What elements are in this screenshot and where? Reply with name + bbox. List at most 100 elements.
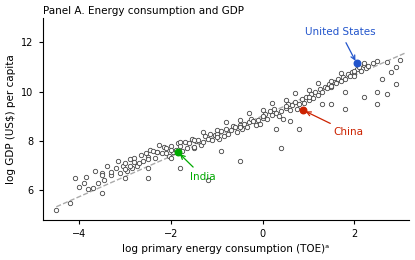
Point — [117, 171, 124, 175]
Point — [335, 77, 342, 81]
Point — [126, 164, 133, 168]
Point — [287, 119, 293, 123]
Point — [71, 176, 78, 180]
Point — [53, 208, 60, 212]
Point — [321, 85, 328, 89]
Point — [246, 110, 252, 115]
Point — [330, 80, 337, 84]
Point — [248, 117, 254, 121]
Point — [328, 79, 335, 83]
Point — [360, 61, 367, 66]
Point — [342, 107, 349, 111]
Point — [232, 125, 239, 129]
Point — [204, 178, 211, 183]
Point — [124, 168, 131, 173]
Point — [92, 168, 99, 173]
Point — [246, 120, 252, 125]
Point — [177, 166, 183, 170]
Point — [161, 145, 167, 149]
Point — [131, 160, 137, 164]
Point — [133, 164, 140, 168]
Point — [319, 102, 326, 106]
Point — [168, 156, 174, 160]
Point — [168, 144, 174, 148]
Text: United States: United States — [305, 28, 376, 60]
Point — [383, 60, 390, 64]
Point — [287, 108, 293, 112]
Point — [207, 132, 213, 136]
Point — [261, 112, 268, 116]
Point — [356, 65, 362, 69]
Point — [170, 150, 176, 154]
Point — [90, 186, 96, 190]
Point — [282, 98, 289, 102]
Text: China: China — [307, 112, 364, 138]
Point — [81, 181, 87, 185]
Point — [278, 146, 284, 151]
Point — [151, 156, 158, 160]
Point — [300, 101, 307, 105]
Point — [259, 114, 266, 118]
Point — [147, 147, 154, 152]
Point — [172, 147, 179, 152]
Point — [392, 65, 399, 69]
Point — [218, 149, 225, 153]
Point — [266, 109, 273, 113]
Point — [278, 109, 284, 113]
Point — [305, 88, 312, 93]
Point — [305, 95, 312, 99]
Point — [213, 132, 220, 136]
Point — [255, 118, 261, 122]
Point — [276, 114, 282, 118]
Point — [190, 145, 197, 149]
Point — [259, 108, 266, 112]
Point — [112, 166, 119, 170]
Point — [165, 154, 172, 158]
Point — [136, 161, 142, 165]
Point — [168, 147, 174, 152]
X-axis label: log primary energy consumption (TOE)ᵃ: log primary energy consumption (TOE)ᵃ — [122, 244, 330, 255]
Point — [145, 157, 151, 161]
Point — [326, 82, 332, 86]
Point — [122, 161, 128, 165]
Point — [296, 102, 303, 106]
Point — [225, 132, 232, 136]
Point — [177, 144, 183, 148]
Point — [177, 140, 183, 144]
Point — [354, 67, 360, 72]
Point — [138, 152, 144, 157]
Point — [213, 128, 220, 132]
Point — [213, 135, 220, 139]
Point — [131, 156, 137, 160]
Point — [149, 149, 156, 153]
Point — [101, 178, 108, 183]
Point — [328, 85, 335, 89]
Point — [264, 117, 271, 121]
Point — [193, 139, 200, 143]
Point — [190, 146, 197, 151]
Point — [319, 90, 326, 94]
Point — [190, 138, 197, 142]
Point — [154, 150, 161, 154]
Point — [308, 92, 314, 96]
Point — [204, 136, 211, 141]
Point — [354, 61, 360, 66]
Point — [85, 187, 92, 191]
Point — [145, 155, 151, 159]
Point — [347, 74, 353, 78]
Point — [154, 150, 161, 154]
Point — [209, 138, 215, 142]
Point — [344, 72, 351, 76]
Point — [342, 77, 349, 81]
Point — [374, 90, 381, 94]
Point — [184, 146, 190, 151]
Point — [94, 181, 101, 185]
Point — [291, 100, 298, 104]
Point — [202, 134, 209, 138]
Point — [99, 171, 105, 175]
Point — [145, 166, 151, 170]
Point — [360, 62, 367, 67]
Point — [122, 167, 128, 171]
Point — [99, 191, 105, 195]
Point — [67, 200, 73, 205]
